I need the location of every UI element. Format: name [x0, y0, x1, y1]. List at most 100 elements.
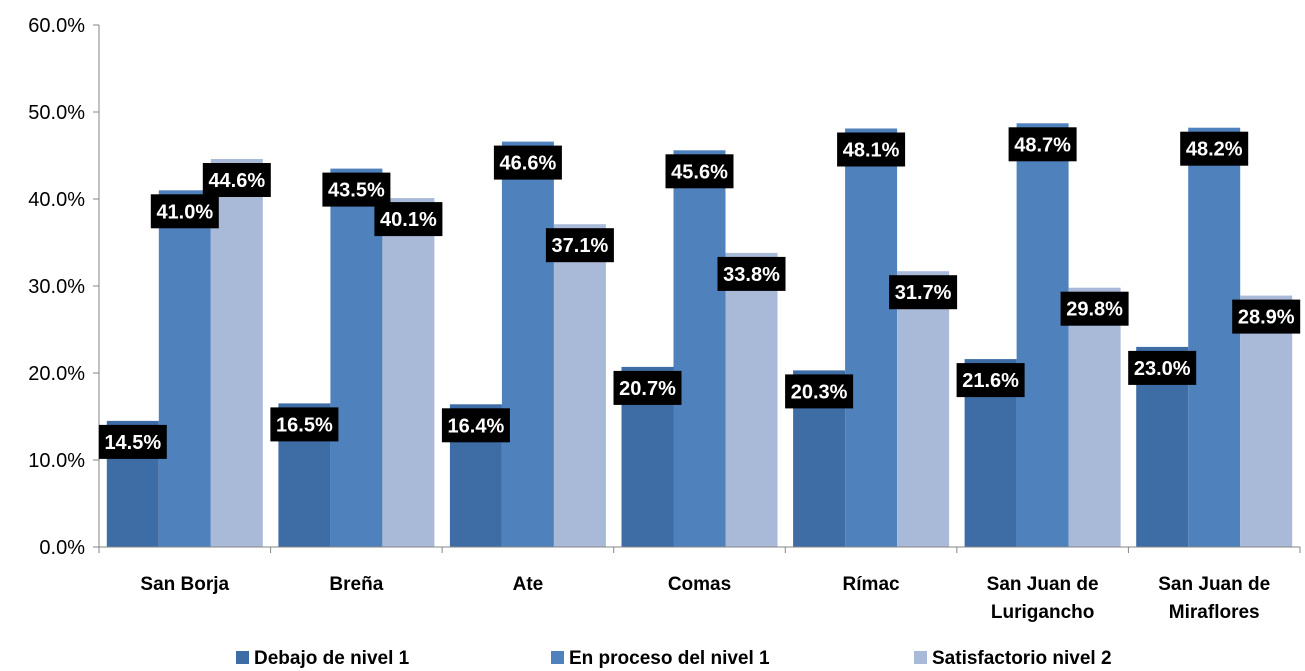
- data-label-text: 20.7%: [619, 378, 676, 400]
- data-label: 43.5%: [322, 172, 391, 207]
- data-label-box: [493, 145, 562, 180]
- data-label-text: 16.5%: [276, 414, 333, 436]
- data-label-text: 44.6%: [208, 170, 265, 192]
- x-tick-label: Miraflores: [1169, 602, 1260, 623]
- data-label: 48.7%: [1008, 127, 1077, 162]
- bar-1-0: [158, 190, 211, 548]
- data-label: 28.9%: [1232, 299, 1301, 334]
- data-label-text: 33.8%: [723, 264, 780, 286]
- data-label-text: 37.1%: [552, 235, 609, 257]
- data-label-box: [98, 424, 167, 459]
- x-tick-label: San Juan de: [987, 574, 1099, 595]
- data-label-text: 31.7%: [895, 282, 952, 304]
- x-tick-label: Comas: [668, 574, 731, 595]
- y-tick-label: 0.0%: [39, 537, 85, 559]
- bar-1-6: [1188, 127, 1241, 547]
- data-label-box: [889, 275, 958, 310]
- data-label-box: [717, 256, 786, 291]
- legend: Debajo de nivel 1 En proceso del nivel 1 S…: [236, 648, 1112, 669]
- bar-1-2: [501, 141, 554, 547]
- bar-1-3: [673, 150, 726, 548]
- legend-item: Debajo de nivel 1: [236, 648, 410, 669]
- bar-2-0: [210, 159, 263, 547]
- data-label: 21.6%: [956, 363, 1025, 398]
- x-tick-label: Lurigancho: [991, 602, 1094, 623]
- bar-2-6: [1240, 295, 1293, 547]
- bar-2-4: [897, 271, 950, 547]
- bar-2-1: [382, 198, 435, 547]
- data-label-text: 41.0%: [156, 201, 213, 223]
- data-label-text: 45.6%: [671, 161, 728, 183]
- data-label-box: [1180, 131, 1249, 166]
- data-label-box: [956, 363, 1025, 398]
- data-label: 20.7%: [613, 370, 682, 405]
- data-label: 40.1%: [374, 202, 443, 237]
- data-label-text: 20.3%: [791, 381, 848, 403]
- bar-2-2: [553, 224, 606, 547]
- data-label-text: 43.5%: [328, 180, 385, 202]
- bar-1-5: [1016, 123, 1069, 548]
- data-label-text: 48.2%: [1186, 139, 1243, 161]
- data-label: 45.6%: [665, 154, 734, 189]
- bar-1-4: [845, 128, 898, 547]
- data-label-box: [785, 374, 854, 409]
- data-label-text: 23.0%: [1134, 358, 1191, 380]
- y-tick-label: 50.0%: [28, 102, 85, 124]
- data-label-box: [1008, 127, 1077, 162]
- data-label: 44.6%: [202, 163, 271, 197]
- data-label: 29.8%: [1060, 291, 1129, 326]
- legend-item: En proceso del nivel 1: [551, 648, 770, 669]
- y-tick-label: 20.0%: [28, 363, 85, 385]
- data-label: 20.3%: [785, 374, 854, 409]
- y-tick-label: 60.0%: [28, 15, 85, 37]
- bar-2-5: [1068, 287, 1121, 547]
- axes: 0.0% 10.0% 20.0% 30.0% 40.0% 50.0% 60.0% San Bo…: [28, 15, 1301, 623]
- data-label-box: [665, 154, 734, 189]
- legend-label: Satisfactorio nivel 2: [932, 648, 1112, 669]
- x-tick-label: San Borja: [140, 574, 229, 595]
- y-tick-label: 30.0%: [28, 276, 85, 298]
- bar-2-3: [725, 252, 778, 547]
- bar-1-1: [330, 168, 383, 547]
- data-label-box: [1060, 291, 1129, 326]
- data-label-text: 16.4%: [448, 415, 505, 437]
- data-label-box: [613, 370, 682, 405]
- data-label: 48.2%: [1180, 131, 1249, 166]
- data-label: 23.0%: [1128, 350, 1197, 385]
- legend-swatch: [914, 651, 927, 664]
- data-label-text: 46.6%: [500, 153, 557, 175]
- data-labels: 14.5% 16.5% 16.4% 20.7% 20.3% 21.6% 23.0% 41.0%…: [98, 127, 1301, 459]
- data-label-box: [837, 132, 906, 167]
- data-label: 46.6%: [493, 145, 562, 180]
- data-label-text: 29.8%: [1066, 299, 1123, 321]
- data-label: 16.4%: [441, 408, 510, 443]
- data-label: 41.0%: [150, 194, 219, 229]
- data-label-box: [545, 228, 614, 263]
- data-label: 31.7%: [889, 275, 958, 310]
- data-label-text: 14.5%: [104, 432, 161, 454]
- x-tick-label: Rímac: [843, 574, 900, 595]
- data-label: 48.1%: [837, 132, 906, 167]
- data-label-text: 40.1%: [380, 209, 437, 231]
- legend-swatch: [551, 651, 564, 664]
- legend-swatch: [236, 651, 249, 664]
- data-label-box: [1128, 350, 1197, 385]
- data-label-text: 28.9%: [1238, 307, 1295, 329]
- x-tick-label: Ate: [513, 574, 544, 595]
- data-label-text: 21.6%: [962, 370, 1019, 392]
- y-tick-label: 10.0%: [28, 450, 85, 472]
- data-label-box: [150, 194, 219, 229]
- data-label-text: 48.7%: [1014, 134, 1071, 156]
- legend-item: Satisfactorio nivel 2: [914, 648, 1112, 669]
- data-label-box: [202, 163, 271, 197]
- data-label: 33.8%: [717, 256, 786, 291]
- legend-label: En proceso del nivel 1: [569, 648, 770, 669]
- data-label-text: 48.1%: [843, 140, 900, 162]
- x-tick-label: Breña: [329, 574, 383, 595]
- data-label: 16.5%: [270, 407, 339, 442]
- data-label-box: [270, 407, 339, 442]
- legend-label: Debajo de nivel 1: [254, 648, 410, 669]
- data-label: 14.5%: [98, 424, 167, 459]
